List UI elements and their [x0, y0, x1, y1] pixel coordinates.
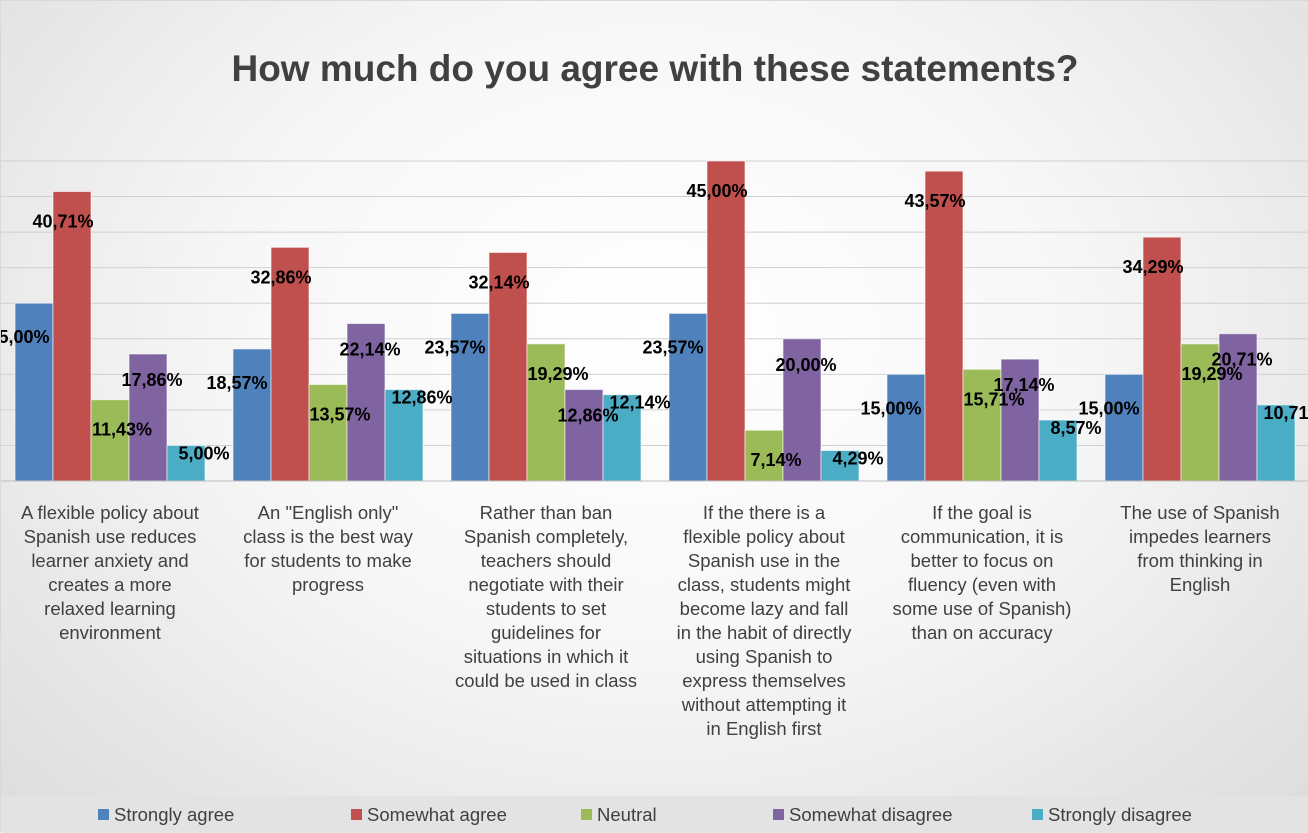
bar-2-4 — [962, 368, 1002, 482]
data-label-2-4: 15,71% — [963, 389, 1024, 409]
category-label-2: Rather than ban Spanish completely, teache… — [455, 502, 637, 691]
data-label-4-1: 12,86% — [391, 388, 452, 408]
data-label-2-2: 19,29% — [527, 364, 588, 384]
bar-2-1 — [308, 384, 348, 482]
bar-2-0 — [90, 399, 130, 482]
data-label-1-2: 32,14% — [468, 272, 529, 292]
data-label-4-4: 8,57% — [1050, 418, 1101, 438]
category-label-3: If the there is a flexible policy about Sp… — [677, 502, 853, 739]
bar-2-3 — [744, 429, 784, 482]
legend: Strongly agree Somewhat agree Neutral Somew… — [1, 796, 1308, 833]
data-label-1-5: 34,29% — [1122, 257, 1183, 277]
data-label-2-1: 13,57% — [309, 405, 370, 425]
bar-1-5 — [1142, 236, 1182, 482]
legend-label: Strongly disagree — [1048, 804, 1192, 825]
legend-swatch — [581, 809, 592, 820]
legend-item-1: Somewhat agree — [351, 804, 507, 825]
gridlines — [1, 160, 1308, 446]
data-label-3-4: 17,14% — [993, 375, 1054, 395]
data-label-2-5: 19,29% — [1181, 364, 1242, 384]
category-label-0: A flexible policy about Spanish use reduc… — [21, 502, 199, 643]
data-label-0-0: 25,00% — [1, 327, 50, 347]
data-label-4-0: 5,00% — [178, 443, 229, 463]
data-label-0-1: 18,57% — [206, 373, 267, 393]
data-label-0-3: 23,57% — [642, 337, 703, 357]
data-label-1-3: 45,00% — [686, 181, 747, 201]
data-label-2-0: 11,43% — [92, 420, 152, 440]
data-label-1-4: 43,57% — [904, 191, 965, 211]
category-label-4: If the goal is communication, it is better… — [893, 502, 1072, 643]
category-label-1: An "English only" class is the best way fo… — [243, 502, 413, 595]
legend-label: Strongly agree — [114, 804, 234, 825]
bar-3-2 — [564, 389, 604, 482]
bar-0-5 — [1104, 373, 1144, 482]
data-labels: 25,00% 18,57% 23,57% 23,57% 15,00% 15,00% 40,7… — [1, 181, 1308, 470]
bar-4-0 — [166, 444, 206, 482]
bar-1-4 — [924, 170, 964, 482]
category-labels: A flexible policy about Spanish use reduc… — [21, 502, 1280, 739]
data-label-0-5: 15,00% — [1078, 398, 1139, 418]
legend-band — [1, 796, 1308, 833]
legend-label: Neutral — [597, 804, 657, 825]
data-label-2-3: 7,14% — [750, 450, 801, 470]
data-label-3-2: 12,86% — [557, 406, 618, 426]
bar-1-0 — [52, 191, 92, 482]
data-label-1-1: 32,86% — [250, 267, 311, 287]
bar-3-3 — [782, 338, 822, 482]
bar-2-5 — [1180, 343, 1220, 482]
data-label-0-2: 23,57% — [424, 337, 485, 357]
data-label-4-2: 12,14% — [609, 393, 670, 413]
data-label-4-5: 10,71% — [1263, 403, 1308, 423]
data-label-1-0: 40,71% — [32, 212, 93, 232]
legend-swatch — [98, 809, 109, 820]
legend-label: Somewhat disagree — [789, 804, 953, 825]
data-label-3-1: 22,14% — [339, 340, 400, 360]
data-label-3-5: 20,71% — [1211, 350, 1272, 370]
legend-swatch — [351, 809, 362, 820]
legend-item-0: Strongly agree — [98, 804, 234, 825]
bar-2-2 — [526, 343, 566, 482]
legend-swatch — [773, 809, 784, 820]
data-label-0-4: 15,00% — [860, 398, 921, 418]
legend-item-4: Strongly disagree — [1032, 804, 1192, 825]
data-label-4-3: 4,29% — [832, 448, 883, 468]
legend-label: Somewhat agree — [367, 804, 507, 825]
bar-4-5 — [1256, 404, 1296, 482]
bar-3-4 — [1000, 358, 1040, 482]
bar-0-4 — [886, 373, 926, 482]
legend-item-3: Somewhat disagree — [773, 804, 953, 825]
data-label-3-3: 20,00% — [775, 355, 836, 375]
bars — [1, 160, 1308, 482]
data-label-3-0: 17,86% — [121, 370, 182, 390]
legend-swatch — [1032, 809, 1043, 820]
bar-4-4 — [1038, 419, 1078, 482]
bar-4-3 — [820, 449, 860, 482]
bar-3-0 — [128, 353, 168, 482]
bar-0-1 — [232, 348, 272, 482]
category-label-5: The use of Spanish impedes learners from t… — [1120, 502, 1279, 595]
bar-3-5 — [1218, 333, 1258, 482]
bar-1-3 — [706, 160, 746, 482]
bar-4-1 — [384, 389, 424, 482]
legend-item-2: Neutral — [581, 804, 657, 825]
bar-4-2 — [602, 394, 642, 482]
chart-title: How much do you agree with these stateme… — [231, 48, 1078, 89]
